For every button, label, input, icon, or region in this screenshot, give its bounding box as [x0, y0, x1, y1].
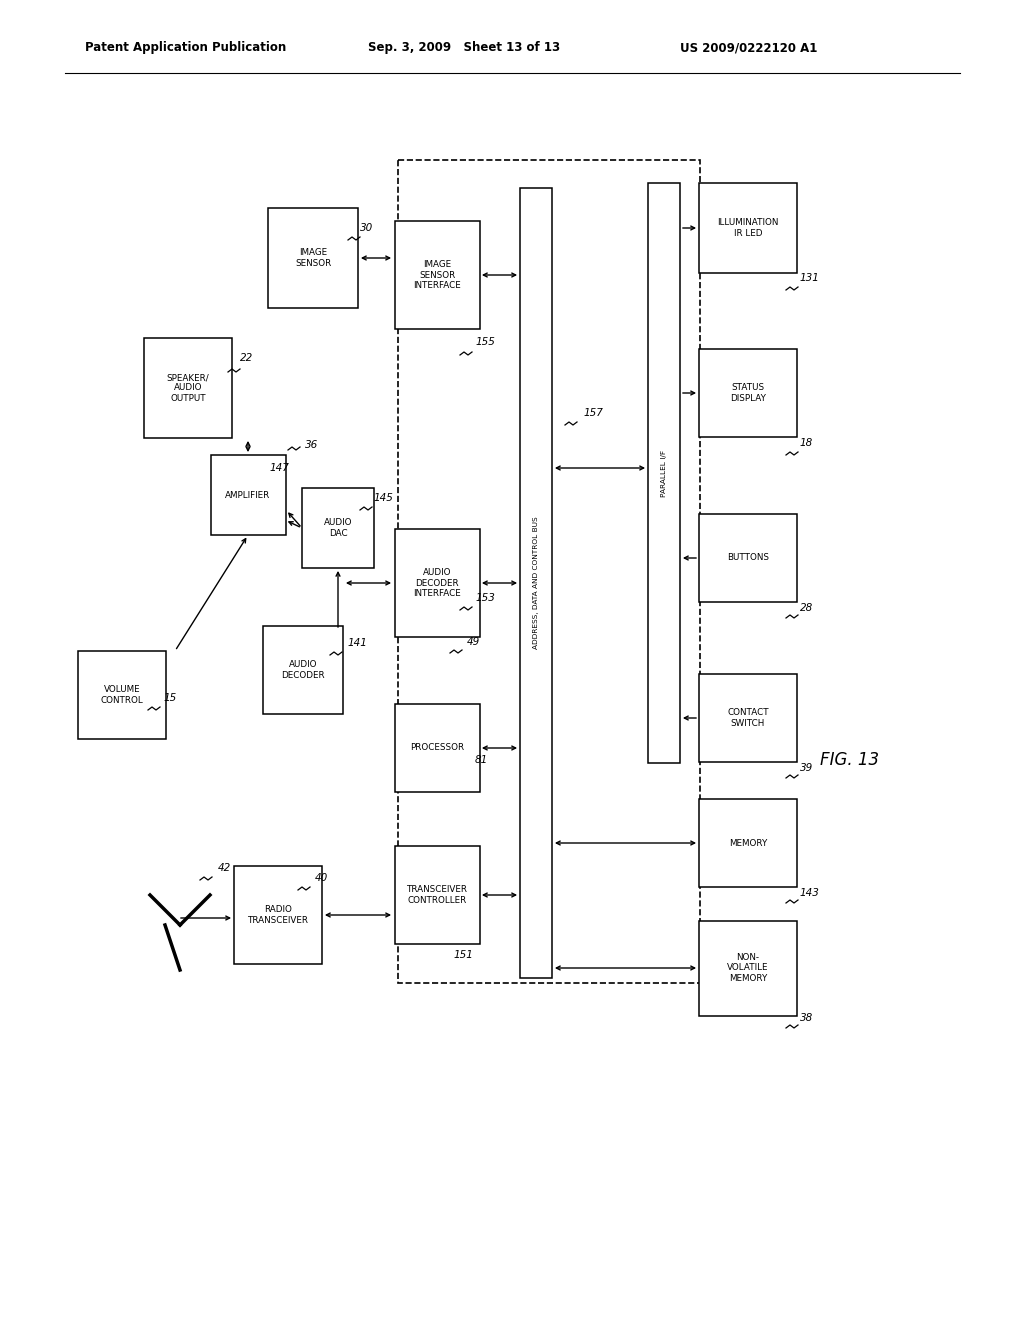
Bar [211, 455, 286, 535]
Text: NON-
VOLATILE
MEMORY: NON- VOLATILE MEMORY [727, 953, 769, 983]
Text: 153: 153 [475, 593, 495, 603]
Text: AMPLIFIER: AMPLIFIER [225, 491, 270, 499]
Text: 131: 131 [800, 273, 820, 282]
Text: CONTACT
SWITCH: CONTACT SWITCH [727, 709, 769, 727]
Text: 151: 151 [453, 950, 473, 960]
Text: 155: 155 [475, 337, 495, 347]
Bar [699, 675, 797, 762]
Text: ILLUMINATION
IR LED: ILLUMINATION IR LED [718, 218, 778, 238]
Text: 30: 30 [360, 223, 374, 234]
Text: PARALLEL I/F: PARALLEL I/F [662, 449, 667, 496]
Bar [398, 160, 700, 983]
Text: STATUS
DISPLAY: STATUS DISPLAY [730, 383, 766, 403]
Text: 42: 42 [218, 863, 231, 873]
Text: 157: 157 [583, 408, 603, 418]
Text: 49: 49 [467, 638, 480, 647]
Text: AUDIO
DECODER
INTERFACE: AUDIO DECODER INTERFACE [413, 568, 461, 598]
Text: 40: 40 [315, 873, 329, 883]
Text: Patent Application Publication: Patent Application Publication [85, 41, 287, 54]
Text: SPEAKER/
AUDIO
OUTPUT: SPEAKER/ AUDIO OUTPUT [167, 374, 209, 403]
Bar [263, 626, 343, 714]
Bar [302, 488, 374, 568]
Bar [394, 846, 479, 944]
Bar [234, 866, 322, 964]
Text: 141: 141 [347, 638, 367, 648]
Text: 81: 81 [475, 755, 488, 766]
Text: TRANSCEIVER
CONTROLLER: TRANSCEIVER CONTROLLER [407, 886, 468, 904]
Text: IMAGE
SENSOR
INTERFACE: IMAGE SENSOR INTERFACE [413, 260, 461, 290]
Bar [520, 187, 552, 978]
Text: 147: 147 [270, 463, 290, 473]
Text: AUDIO
DECODER: AUDIO DECODER [282, 660, 325, 680]
Text: PROCESSOR: PROCESSOR [410, 743, 464, 752]
Bar [78, 651, 166, 739]
Text: 28: 28 [800, 603, 813, 612]
Text: 36: 36 [305, 440, 318, 450]
Text: 18: 18 [800, 438, 813, 447]
Text: 143: 143 [800, 888, 820, 898]
Text: MEMORY: MEMORY [729, 838, 767, 847]
Bar [699, 183, 797, 273]
Text: 145: 145 [373, 492, 393, 503]
Bar [699, 799, 797, 887]
Bar [144, 338, 232, 438]
Text: US 2009/0222120 A1: US 2009/0222120 A1 [680, 41, 817, 54]
Text: FIG. 13: FIG. 13 [820, 751, 880, 770]
Bar [648, 183, 680, 763]
Text: 38: 38 [800, 1012, 813, 1023]
Text: IMAGE
SENSOR: IMAGE SENSOR [295, 248, 331, 268]
Text: AUDIO
DAC: AUDIO DAC [324, 519, 352, 537]
Text: ADDRESS, DATA AND CONTROL BUS: ADDRESS, DATA AND CONTROL BUS [534, 516, 539, 649]
Text: Sep. 3, 2009   Sheet 13 of 13: Sep. 3, 2009 Sheet 13 of 13 [368, 41, 560, 54]
Text: 15: 15 [163, 693, 176, 704]
Text: 39: 39 [800, 763, 813, 774]
Text: BUTTONS: BUTTONS [727, 553, 769, 562]
Bar [268, 209, 358, 308]
Bar [699, 348, 797, 437]
Bar [394, 704, 479, 792]
Text: 22: 22 [240, 352, 253, 363]
Text: VOLUME
CONTROL: VOLUME CONTROL [100, 685, 143, 705]
Bar [699, 513, 797, 602]
Bar [394, 220, 479, 329]
Bar [699, 920, 797, 1015]
Text: RADIO
TRANSCEIVER: RADIO TRANSCEIVER [248, 906, 308, 925]
Bar [394, 529, 479, 638]
